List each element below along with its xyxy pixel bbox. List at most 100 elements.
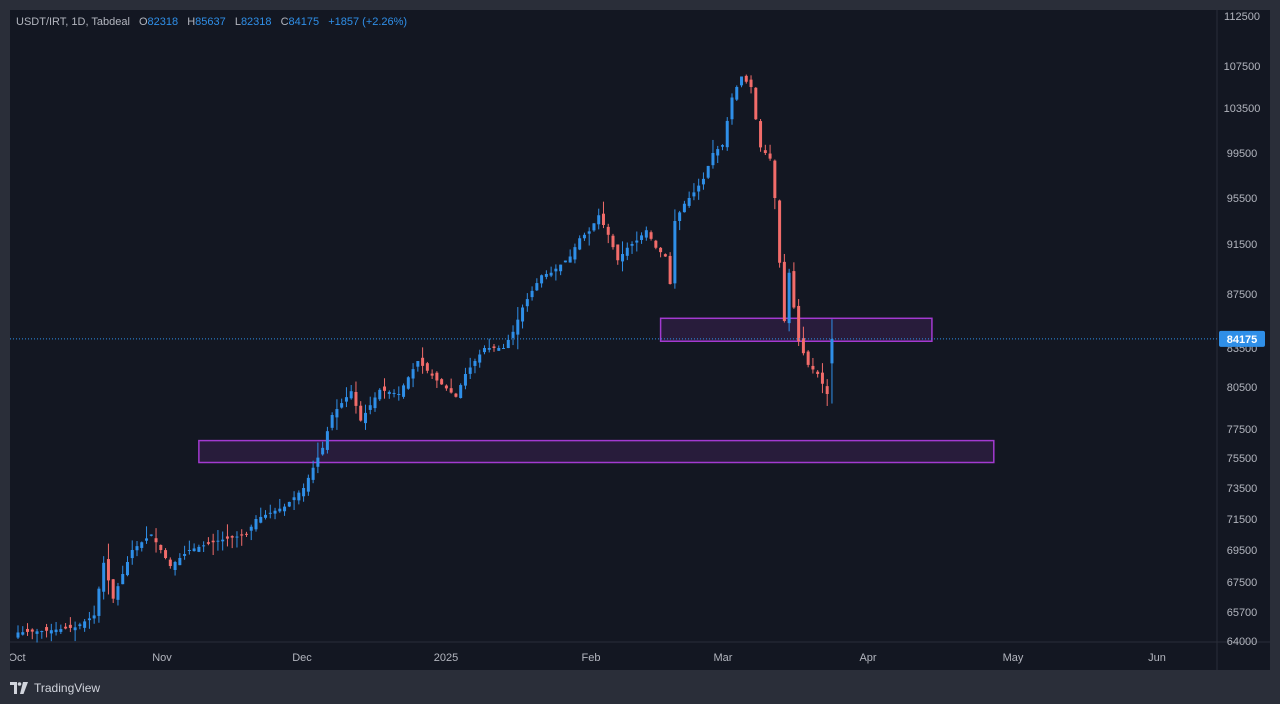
tradingview-brand[interactable]: TradingView <box>34 681 101 695</box>
candle-body <box>563 260 567 263</box>
candle-body <box>40 631 44 633</box>
x-tick-label: Nov <box>152 652 172 664</box>
candle-body <box>344 397 348 402</box>
candle-body <box>516 319 520 335</box>
candle-body <box>430 373 434 376</box>
y-tick-label: 80500 <box>1227 382 1258 394</box>
candle-body <box>535 283 539 291</box>
candle-body <box>782 261 786 321</box>
candle-body <box>530 290 534 298</box>
candle-body <box>525 299 529 307</box>
candle-body <box>368 405 372 410</box>
candle-body <box>387 391 391 394</box>
legend-low-label: L <box>234 16 241 28</box>
candle-body <box>297 492 301 501</box>
candle-body <box>616 244 620 261</box>
candle-body <box>16 632 20 638</box>
candle-body <box>711 153 715 166</box>
candle-body <box>778 200 782 263</box>
candle-body <box>221 539 225 542</box>
candle-body <box>254 519 258 530</box>
candle-body <box>211 540 215 543</box>
candle-body <box>268 512 272 514</box>
candle-body <box>635 240 639 243</box>
candle-body <box>497 348 501 351</box>
candle-body <box>197 546 201 552</box>
candle-body <box>273 510 277 514</box>
candle-body <box>511 331 515 338</box>
candle-body <box>140 542 144 548</box>
candle-body <box>649 232 653 239</box>
last-price-label: 84175 <box>1227 334 1258 346</box>
candle-body <box>587 231 591 234</box>
y-tick-label: 95500 <box>1227 193 1258 205</box>
candlestick-chart[interactable]: 1125001075001035009950095500915008750083… <box>10 10 1270 670</box>
resistance-zone <box>659 317 933 342</box>
candle-body <box>287 501 291 507</box>
y-tick-label: 71500 <box>1227 514 1258 526</box>
y-tick-label: 67500 <box>1227 577 1258 589</box>
candle-body <box>735 87 739 100</box>
candle-body <box>30 629 34 632</box>
y-tick-label: 75500 <box>1227 453 1258 465</box>
support-zone <box>198 439 995 464</box>
candle-body <box>26 628 30 632</box>
candle-body <box>411 369 415 379</box>
candle-body <box>321 447 325 455</box>
legend-high-value: 85637 <box>195 16 226 28</box>
y-tick-label: 77500 <box>1227 424 1258 436</box>
candle-body <box>116 586 120 600</box>
candle-body <box>625 247 629 256</box>
candle-body <box>373 397 377 409</box>
candle-body <box>568 256 572 263</box>
candle-body <box>159 544 163 550</box>
candle-body <box>820 372 824 384</box>
x-tick-label: Apr <box>859 652 876 664</box>
candle-body <box>244 533 248 535</box>
candle-body <box>340 403 344 408</box>
candle-body <box>640 235 644 241</box>
candle-body <box>730 97 734 120</box>
candle-body <box>278 508 282 512</box>
candle-body <box>744 75 748 82</box>
candle-body <box>621 254 625 262</box>
candle-body <box>235 536 239 538</box>
candle-body <box>554 268 558 272</box>
candle-body <box>402 385 406 397</box>
candle-body <box>49 630 53 634</box>
candle-body <box>283 506 287 512</box>
candle-body <box>78 624 82 627</box>
candle-body <box>249 526 253 531</box>
tradingview-logo-icon[interactable] <box>10 682 28 694</box>
candle-body <box>773 160 777 198</box>
candle-body <box>573 247 577 260</box>
candle-body <box>725 120 729 148</box>
candle-body <box>754 87 758 120</box>
candle-body <box>749 79 753 87</box>
candle-body <box>830 338 834 364</box>
x-tick-label: May <box>1003 652 1024 664</box>
candle-body <box>478 354 482 363</box>
y-tick-label: 73500 <box>1227 483 1258 495</box>
legend-close-value: 84175 <box>288 16 320 28</box>
candle-body <box>421 357 425 366</box>
x-tick-label: Oct <box>10 652 26 664</box>
legend-high-label: H <box>187 16 196 28</box>
y-tick-label: 69500 <box>1227 545 1258 557</box>
candle-body <box>59 629 63 632</box>
candle-body <box>378 389 382 400</box>
candle-body <box>206 542 210 544</box>
candle-body <box>325 431 329 450</box>
candle-body <box>473 361 477 366</box>
candle-body <box>440 379 444 385</box>
candle-body <box>45 627 49 631</box>
candle-body <box>521 307 525 322</box>
candle-body <box>154 538 158 543</box>
legend-change: +1857 (+2.26%) <box>328 16 408 28</box>
candle-body <box>306 477 310 492</box>
candle-body <box>192 548 196 552</box>
candle-body <box>663 254 667 257</box>
y-tick-label: 91500 <box>1227 239 1258 251</box>
candle-body <box>416 361 420 367</box>
candle-body <box>654 240 658 248</box>
